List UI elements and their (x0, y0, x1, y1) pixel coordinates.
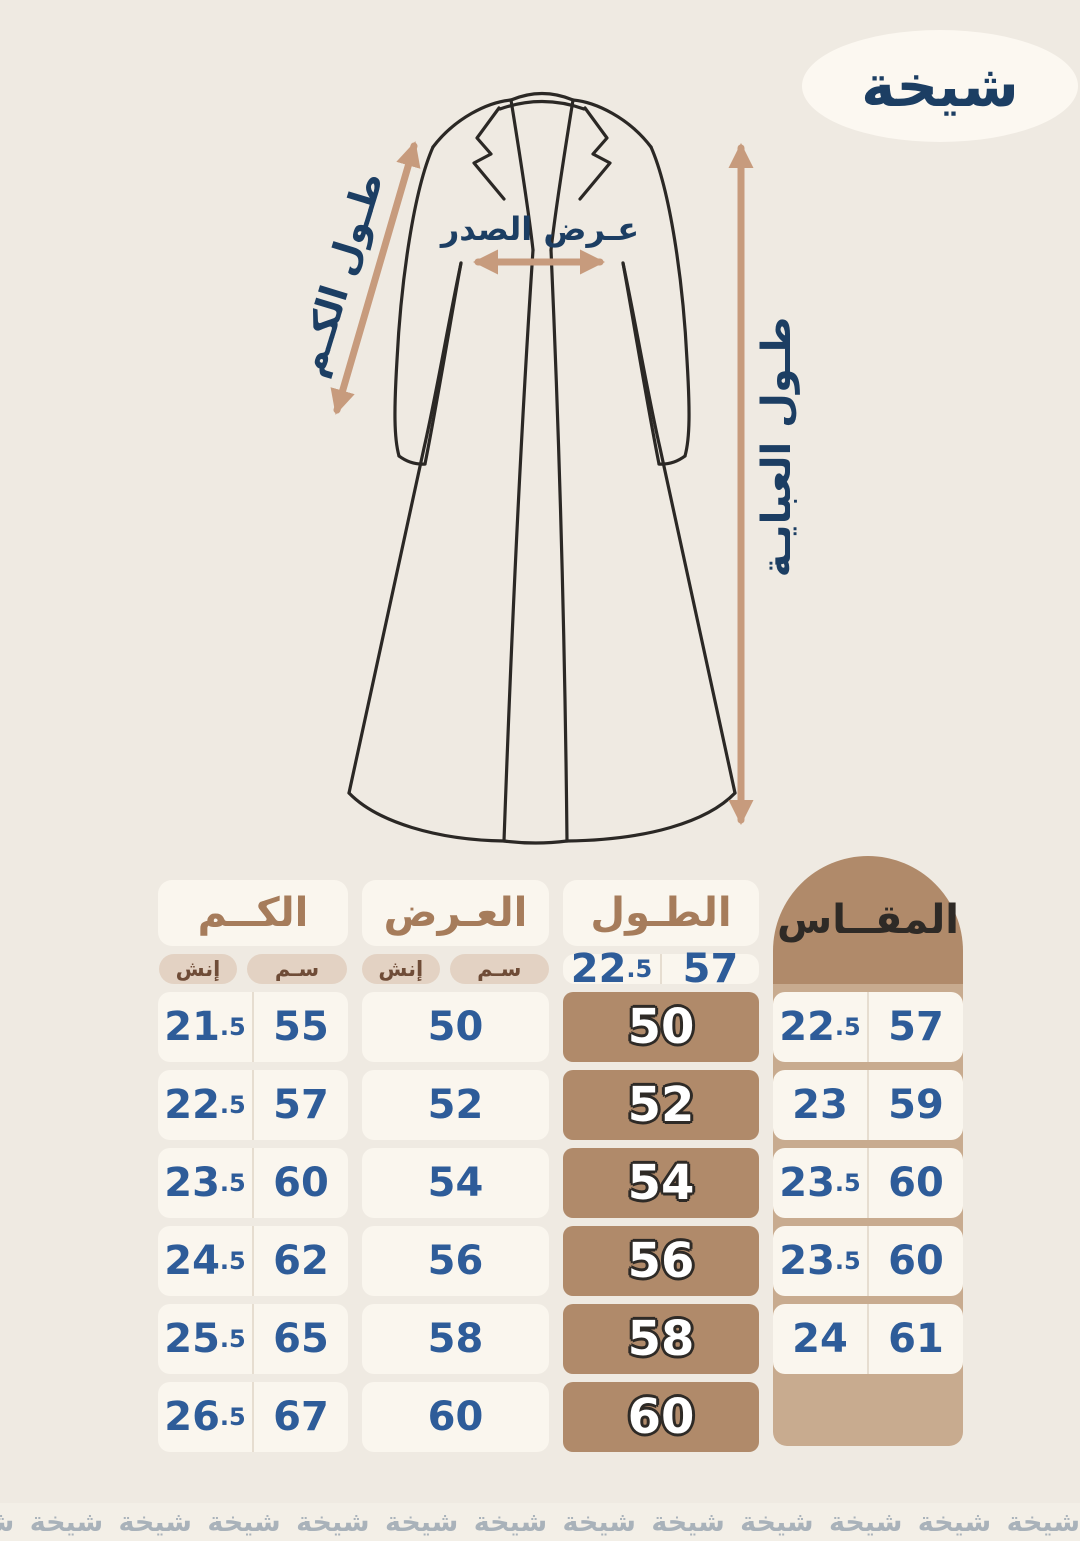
length-cell: 56 (362, 1226, 549, 1296)
neck-line (509, 91, 575, 102)
sleeve-cell: 23.5 60 (773, 1148, 963, 1218)
column-header-size: المقــاس (773, 856, 963, 984)
size-value: 52 (627, 1077, 695, 1133)
sleeve-unit-pills: إنش سـم (158, 954, 348, 984)
left-lapel (472, 106, 506, 201)
right-front-opening (549, 248, 569, 843)
size-cell: 54 (563, 1148, 759, 1218)
footer-repeated-text: شيخة شيخة شيخة شيخة شيخة شيخة شيخة شيخة … (0, 1507, 1080, 1538)
width-cell: 26.5 67 (158, 1382, 348, 1452)
length-cell: 60 (362, 1382, 549, 1452)
length-cell: 54 (362, 1148, 549, 1218)
right-sleeve-outer (649, 145, 691, 458)
size-header-label: المقــاس (777, 897, 959, 943)
width-cm-value: 65 (252, 1304, 348, 1374)
width-inch-value: 25.5 (164, 1316, 246, 1362)
column-header-length: الطـول (563, 880, 759, 946)
sleeve-cm-pill: سـم (247, 954, 347, 984)
brand-footer-strip: شيخة شيخة شيخة شيخة شيخة شيخة شيخة شيخة … (0, 1503, 1080, 1541)
footer-repeated-text-2: شيخة شيخة شيخة شيخة شيخة شيخة شيخة شيخة … (0, 1538, 1080, 1541)
sleeve-inch-value: 23.5 (779, 1160, 861, 1206)
width-cm-value: 55 (252, 992, 348, 1062)
length-cell: 50 (362, 992, 549, 1062)
width-inch-value: 24.5 (164, 1238, 246, 1284)
sleeve-cell: 24 61 (773, 1304, 963, 1374)
size-table-grid: الكــم العـرض الطـول المقــاس إنش سـم إن… (158, 856, 964, 1452)
right-shoulder-line (571, 98, 653, 149)
size-cell: 52 (563, 1070, 759, 1140)
sleeve-cell: 23.5 60 (773, 1226, 963, 1296)
width-inch-pill: إنش (362, 954, 440, 984)
width-inch-value: 23.5 (164, 1160, 246, 1206)
sleeve-cm-value: 59 (867, 1070, 963, 1140)
left-body-seam (347, 261, 463, 795)
sleeve-cm-value: 57 (867, 992, 963, 1062)
width-cm-value: 67 (252, 1382, 348, 1452)
size-value: 56 (627, 1233, 695, 1289)
size-cell: 58 (563, 1304, 759, 1374)
left-v-edge (509, 98, 535, 252)
sleeve-inch-pill: إنش (159, 954, 237, 984)
sleeve-inch-value: 23 (792, 1082, 848, 1128)
width-cell: 23.5 60 (158, 1148, 348, 1218)
left-hem (347, 791, 506, 843)
sleeve-inch-value: 24 (792, 1316, 848, 1362)
sleeve-inch-value: 22.5 (779, 1004, 861, 1050)
brand-logo: شيخة (802, 30, 1078, 142)
width-inch-value: 26.5 (164, 1394, 246, 1440)
size-table: الكــم العـرض الطـول المقــاس إنش سـم إن… (158, 856, 964, 1460)
left-shoulder-line (431, 98, 513, 149)
sleeve-cm-value: 61 (867, 1304, 963, 1374)
sleeve-cm-value: 60 (867, 1148, 963, 1218)
right-hem (565, 791, 737, 843)
sleeve-cm-value: 57 (660, 946, 759, 992)
width-inch-value: 21.5 (164, 1004, 246, 1050)
width-cell: 25.5 65 (158, 1304, 348, 1374)
length-cell: 58 (362, 1304, 549, 1374)
width-cell: 21.5 55 (158, 992, 348, 1062)
width-cm-value: 62 (252, 1226, 348, 1296)
center-hem (502, 839, 569, 845)
sleeve-inch-value: 22.5 (570, 946, 653, 992)
width-inch-value: 22.5 (164, 1082, 246, 1128)
size-cell: 60 (563, 1382, 759, 1452)
sleeve-cell: 22.5 57 (563, 946, 759, 992)
left-cuff (397, 454, 427, 466)
left-front-opening (502, 248, 535, 843)
abaya-length-label: طـول العبايـة (754, 316, 800, 578)
width-cm-value: 57 (252, 1070, 348, 1140)
size-cell: 56 (563, 1226, 759, 1296)
width-unit-pills: إنش سـم (362, 954, 549, 984)
sleeve-cell: 22.5 57 (773, 992, 963, 1062)
brand-logo-text: شيخة (861, 52, 1019, 120)
right-body-seam (621, 261, 737, 795)
column-header-sleeve: الكــم (158, 880, 348, 946)
column-header-width: العـرض (362, 880, 549, 946)
size-value: 50 (627, 999, 695, 1055)
sleeve-length-arrow (330, 141, 421, 415)
size-value: 60 (627, 1389, 695, 1445)
abaya-line-drawing (330, 91, 754, 845)
garment-outline (347, 91, 737, 845)
right-v-edge (549, 98, 575, 252)
sleeve-inch-value: 23.5 (779, 1238, 861, 1284)
width-cm-value: 60 (252, 1148, 348, 1218)
size-value: 58 (627, 1311, 695, 1367)
right-lapel (578, 106, 612, 201)
width-cell: 24.5 62 (158, 1226, 348, 1296)
chest-width-label: عـرض الصدر (440, 210, 640, 248)
width-cm-pill: سـم (449, 954, 549, 984)
size-value: 54 (627, 1155, 695, 1211)
right-cuff (657, 454, 687, 466)
collar-line (498, 99, 586, 111)
size-cell: 50 (563, 992, 759, 1062)
sleeve-cell: 23 59 (773, 1070, 963, 1140)
length-cell: 52 (362, 1070, 549, 1140)
width-cell: 22.5 57 (158, 1070, 348, 1140)
sleeve-cm-value: 60 (867, 1226, 963, 1296)
